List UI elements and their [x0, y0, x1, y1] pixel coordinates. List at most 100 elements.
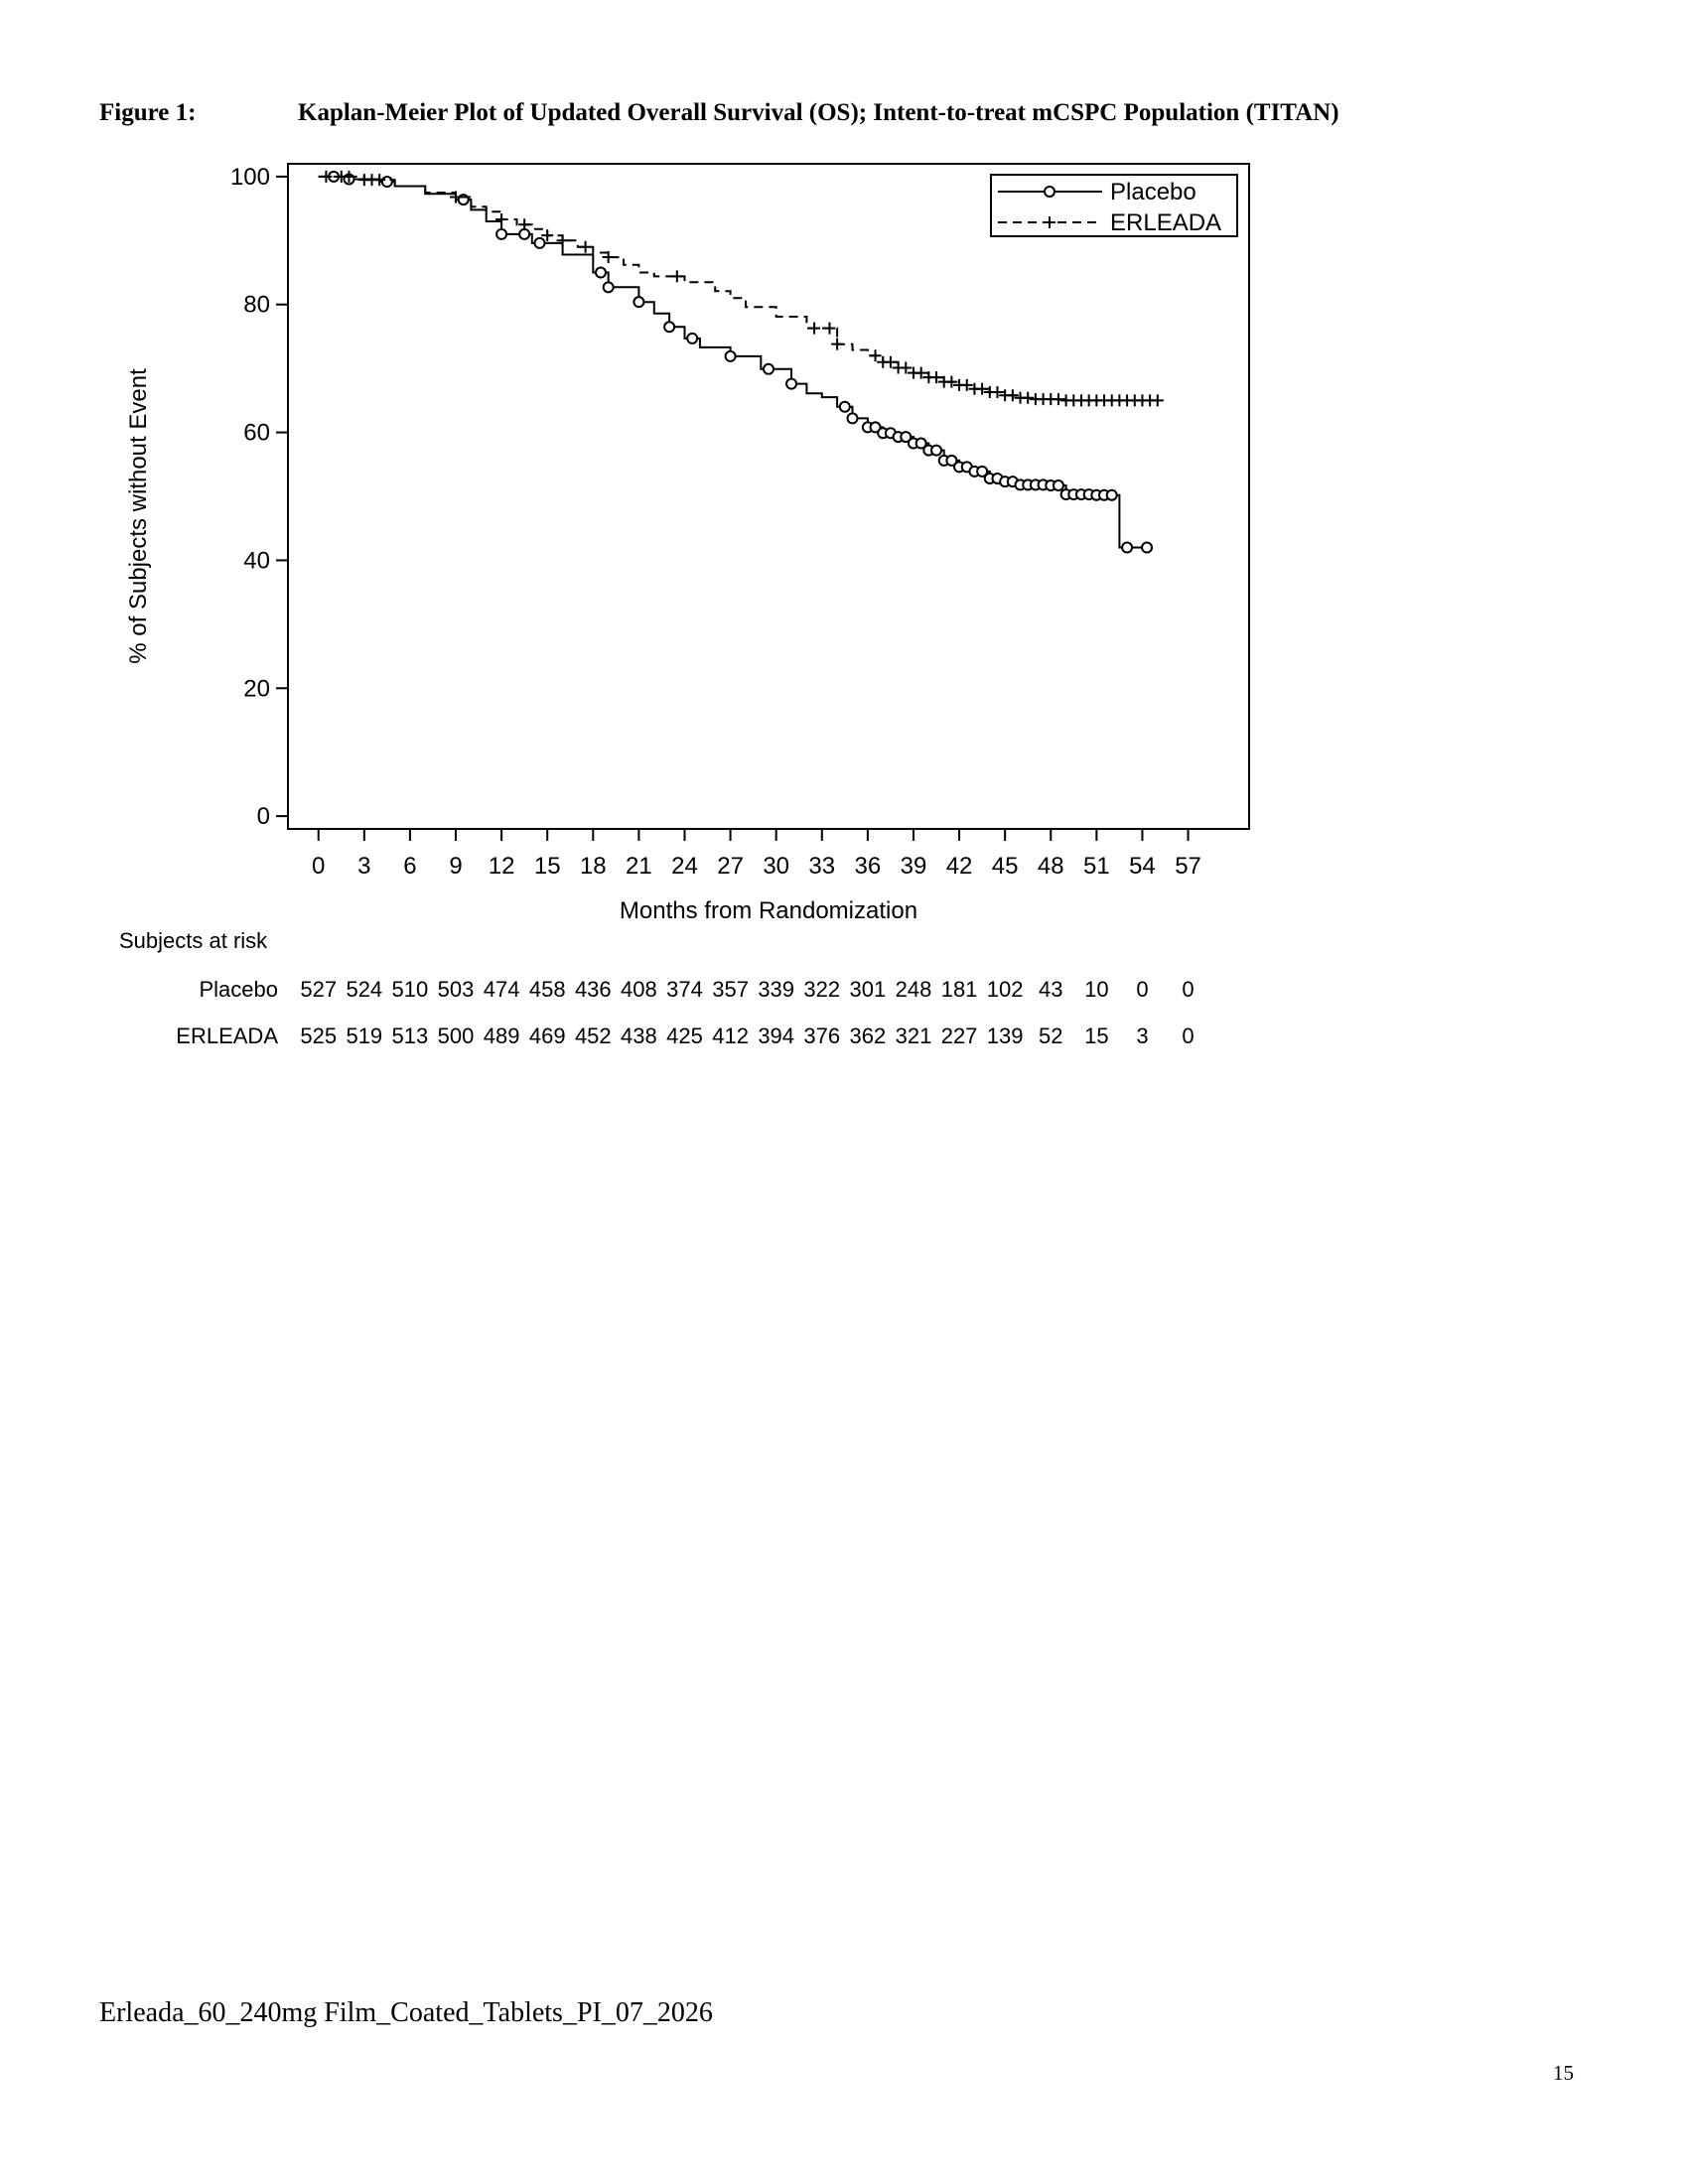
risk-value-placebo: 181: [941, 977, 978, 1002]
risk-value-placebo: 527: [300, 977, 337, 1002]
censor-marker-placebo: [900, 431, 913, 444]
risk-value-erleada: 362: [850, 1024, 887, 1048]
risk-value-placebo: 339: [758, 977, 794, 1002]
censor-marker-erleada: [343, 170, 355, 183]
censor-marker-erleada: [900, 361, 913, 374]
risk-value-placebo: 0: [1136, 977, 1148, 1002]
censor-marker-placebo: [869, 421, 882, 434]
censor-marker-erleada: [831, 338, 844, 350]
censor-marker-placebo: [724, 349, 737, 362]
x-tick-label: 57: [1175, 853, 1201, 880]
risk-value-placebo: 43: [1039, 977, 1062, 1002]
x-tick-label: 36: [855, 853, 882, 880]
risk-values: 527 524 510 503 474 458 436 408 374 357 339 322 301 2…: [300, 977, 1194, 1048]
censor-marker-erleada: [670, 270, 683, 283]
risk-value-placebo: 503: [438, 977, 475, 1002]
risk-value-erleada: 139: [987, 1024, 1024, 1048]
censor-marker-placebo: [976, 465, 989, 478]
censor-marker-erleada: [884, 355, 897, 368]
risk-value-erleada: 376: [803, 1024, 840, 1048]
legend: Placebo ERLEADA: [990, 174, 1238, 237]
y-tick-label: 40: [243, 547, 270, 574]
risk-value-erleada: 227: [941, 1024, 978, 1048]
risk-value-placebo: 248: [896, 977, 932, 1002]
legend-erleada-label: ERLEADA: [1110, 209, 1221, 236]
figure-title: Kaplan-Meier Plot of Updated Overall Sur…: [298, 99, 1339, 126]
x-axis-label: Months from Randomization: [620, 897, 917, 924]
risk-value-placebo: 10: [1084, 977, 1108, 1002]
censor-marker-placebo: [633, 296, 645, 309]
y-tick-label: 60: [243, 420, 270, 447]
censor-marker-placebo: [1141, 541, 1154, 554]
x-tick-label: 39: [901, 853, 927, 880]
risk-row-label-placebo: Placebo: [199, 977, 278, 1002]
x-tick-label: 21: [626, 853, 652, 880]
risk-value-placebo: 301: [850, 977, 887, 1002]
censor-marker-placebo: [763, 362, 774, 375]
risk-value-placebo: 458: [529, 977, 566, 1002]
risk-value-erleada: 452: [575, 1024, 612, 1048]
x-tick-label: 54: [1129, 853, 1156, 880]
x-tick-label: 6: [403, 853, 416, 880]
censor-marker-placebo: [686, 332, 699, 344]
risk-value-erleada: 15: [1084, 1024, 1108, 1048]
risk-value-placebo: 408: [621, 977, 657, 1002]
risk-value-placebo: 436: [575, 977, 612, 1002]
y-tick-label: 100: [230, 164, 270, 191]
plot-frame: [287, 163, 1250, 830]
censor-marker-erleada: [1006, 389, 1019, 402]
censor-marker-erleada: [976, 382, 989, 395]
x-tick-label: 15: [534, 853, 561, 880]
figure-label: Figure 1:: [99, 99, 197, 126]
y-tick-label: 0: [257, 803, 270, 830]
censor-marker-erleada: [960, 378, 973, 391]
censor-marker-erleada: [945, 375, 958, 388]
censor-marker-placebo: [785, 377, 798, 390]
risk-value-erleada: 52: [1039, 1024, 1062, 1048]
legend-placebo-label: Placebo: [1110, 179, 1196, 205]
risk-value-erleada: 500: [438, 1024, 475, 1048]
censor-marker-erleada: [495, 213, 508, 226]
censor-marker-placebo: [380, 176, 393, 189]
censor-marker-placebo: [1052, 479, 1064, 492]
censor-marker-placebo: [1121, 541, 1134, 554]
censor-marker-erleada: [914, 366, 927, 379]
risk-value-erleada: 3: [1136, 1024, 1148, 1048]
censor-marker-placebo: [838, 400, 851, 413]
censor-marker-erleada: [556, 234, 569, 247]
censor-marker-erleada: [518, 218, 531, 231]
censor-marker-erleada: [991, 385, 1004, 398]
x-tick-label: 48: [1038, 853, 1064, 880]
censor-marker-placebo: [846, 412, 859, 425]
censor-marker-erleada: [320, 170, 333, 183]
y-axis: 0 20 40 60 80 100: [230, 164, 288, 830]
risk-value-placebo: 357: [712, 977, 749, 1002]
risk-value-erleada: 489: [484, 1024, 520, 1048]
risk-value-erleada: 525: [300, 1024, 337, 1048]
risk-value-placebo: 374: [666, 977, 703, 1002]
x-tick-label: 18: [580, 853, 607, 880]
risk-value-erleada: 394: [758, 1024, 794, 1048]
censor-marker-erleada: [579, 240, 592, 253]
censor-marker-placebo: [533, 236, 546, 249]
censor-marker-erleada: [869, 349, 882, 362]
x-tick-label: 12: [489, 853, 515, 880]
risk-value-placebo: 0: [1182, 977, 1194, 1002]
censor-marker-placebo: [495, 227, 508, 240]
censor-marker-erleada: [541, 229, 554, 242]
risk-value-placebo: 474: [484, 977, 520, 1002]
x-tick-label: 42: [946, 853, 973, 880]
censor-marker-placebo: [945, 454, 958, 467]
censor-marker-placebo: [663, 321, 676, 334]
risk-value-placebo: 510: [392, 977, 429, 1002]
legend-frame: [990, 174, 1238, 237]
censor-marker-erleada: [1022, 391, 1035, 404]
censor-marker-erleada: [450, 191, 463, 204]
censor-marker-placebo: [930, 444, 943, 457]
risk-value-erleada: 438: [621, 1024, 657, 1048]
risk-row-label-erleada: ERLEADA: [176, 1024, 278, 1048]
censor-marker-erleada: [823, 322, 836, 335]
page-number: 15: [1553, 2061, 1574, 2085]
risk-value-placebo: 524: [346, 977, 382, 1002]
